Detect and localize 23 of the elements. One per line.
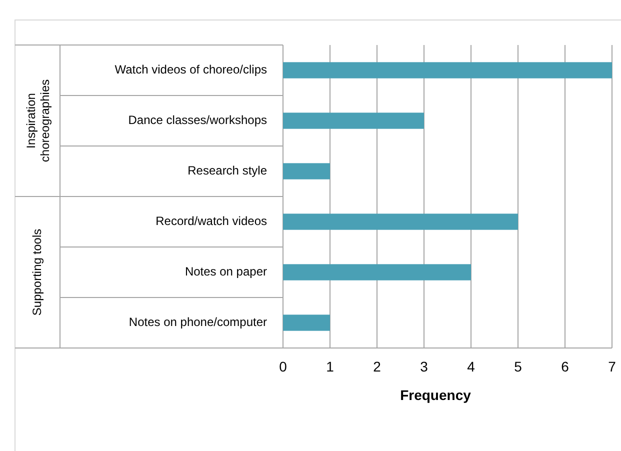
y-tick-label: Research style [188,163,268,178]
x-tick-label: 7 [608,358,616,375]
x-tick-label: 2 [373,358,382,375]
y-tick-label: Record/watch videos [156,214,267,228]
x-tick-label: 3 [420,358,428,375]
x-axis-title: Frequency [400,387,472,403]
x-tick-label: 5 [514,358,522,375]
bar [283,163,330,180]
bar [283,314,330,331]
x-tick-label: 0 [279,358,288,375]
y-tick-label: Notes on paper [184,264,267,278]
y-tick-label: Dance classes/workshops [128,112,267,127]
bar [283,112,424,129]
text: Supporting tools [30,228,44,316]
bar [283,214,518,230]
text: Inspiration choreographies [24,79,52,162]
bar [283,264,471,280]
y-tick-label: Watch videos of choreo/clips [114,62,267,76]
x-tick-label: 4 [467,358,476,375]
bar [283,62,612,78]
x-tick-label: 1 [326,358,334,375]
y-tick-label: Notes on phone/computer [128,314,267,329]
x-tick-label: 6 [561,358,570,375]
